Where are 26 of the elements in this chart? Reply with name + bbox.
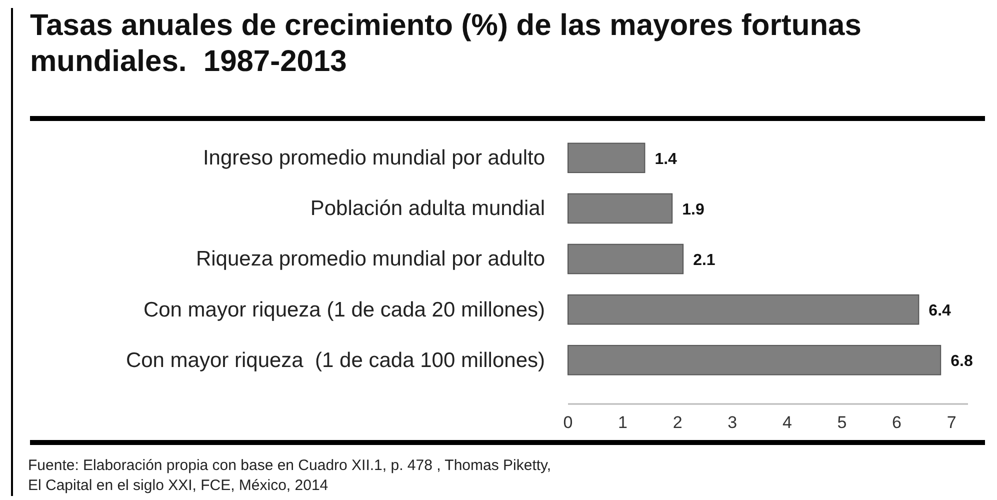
text: El Capital en el siglo XXI, FCE, México, 2014	[28, 477, 328, 494]
y-tick-label: Riqueza promedio mundial por adulto	[196, 248, 545, 271]
x-tick-label: 0	[563, 413, 573, 432]
y-tick-label: Con mayor riqueza (1 de cada 20 millones)	[143, 298, 545, 322]
data-label: 2.1	[693, 252, 716, 269]
chart-title: Tasas anuales de crecimiento (%) de las mayores fortunas mundiales. 1987-2013	[30, 9, 862, 78]
bar	[568, 142, 646, 174]
bar	[568, 244, 684, 274]
source-note: Fuente: Elaboración propia con base en Cuadro XII.1, p. 478 , Thomas Piketty,	[28, 457, 552, 474]
y-tick-label: Con mayor riqueza (1 de cada 100 millones)	[126, 348, 545, 372]
bar	[568, 344, 942, 376]
x-tick-label: 7	[946, 413, 956, 432]
data-label: 1.9	[682, 201, 704, 218]
x-tick-label: 2	[672, 413, 682, 432]
y-tick-label: Población adulta mundial	[310, 197, 545, 220]
bar	[568, 193, 673, 224]
y-tick-label: Ingreso promedio mundial por adulto	[202, 146, 545, 170]
bar	[568, 294, 920, 325]
x-tick-label: 3	[728, 413, 738, 432]
data-label: 6.4	[928, 302, 952, 320]
x-tick-label: 5	[837, 413, 847, 432]
data-label: 1.4	[654, 150, 678, 168]
x-tick-label: 6	[892, 413, 902, 432]
data-label: 6.8	[950, 353, 973, 370]
x-tick-label: 4	[782, 413, 792, 432]
x-tick-label: 1	[618, 413, 628, 432]
